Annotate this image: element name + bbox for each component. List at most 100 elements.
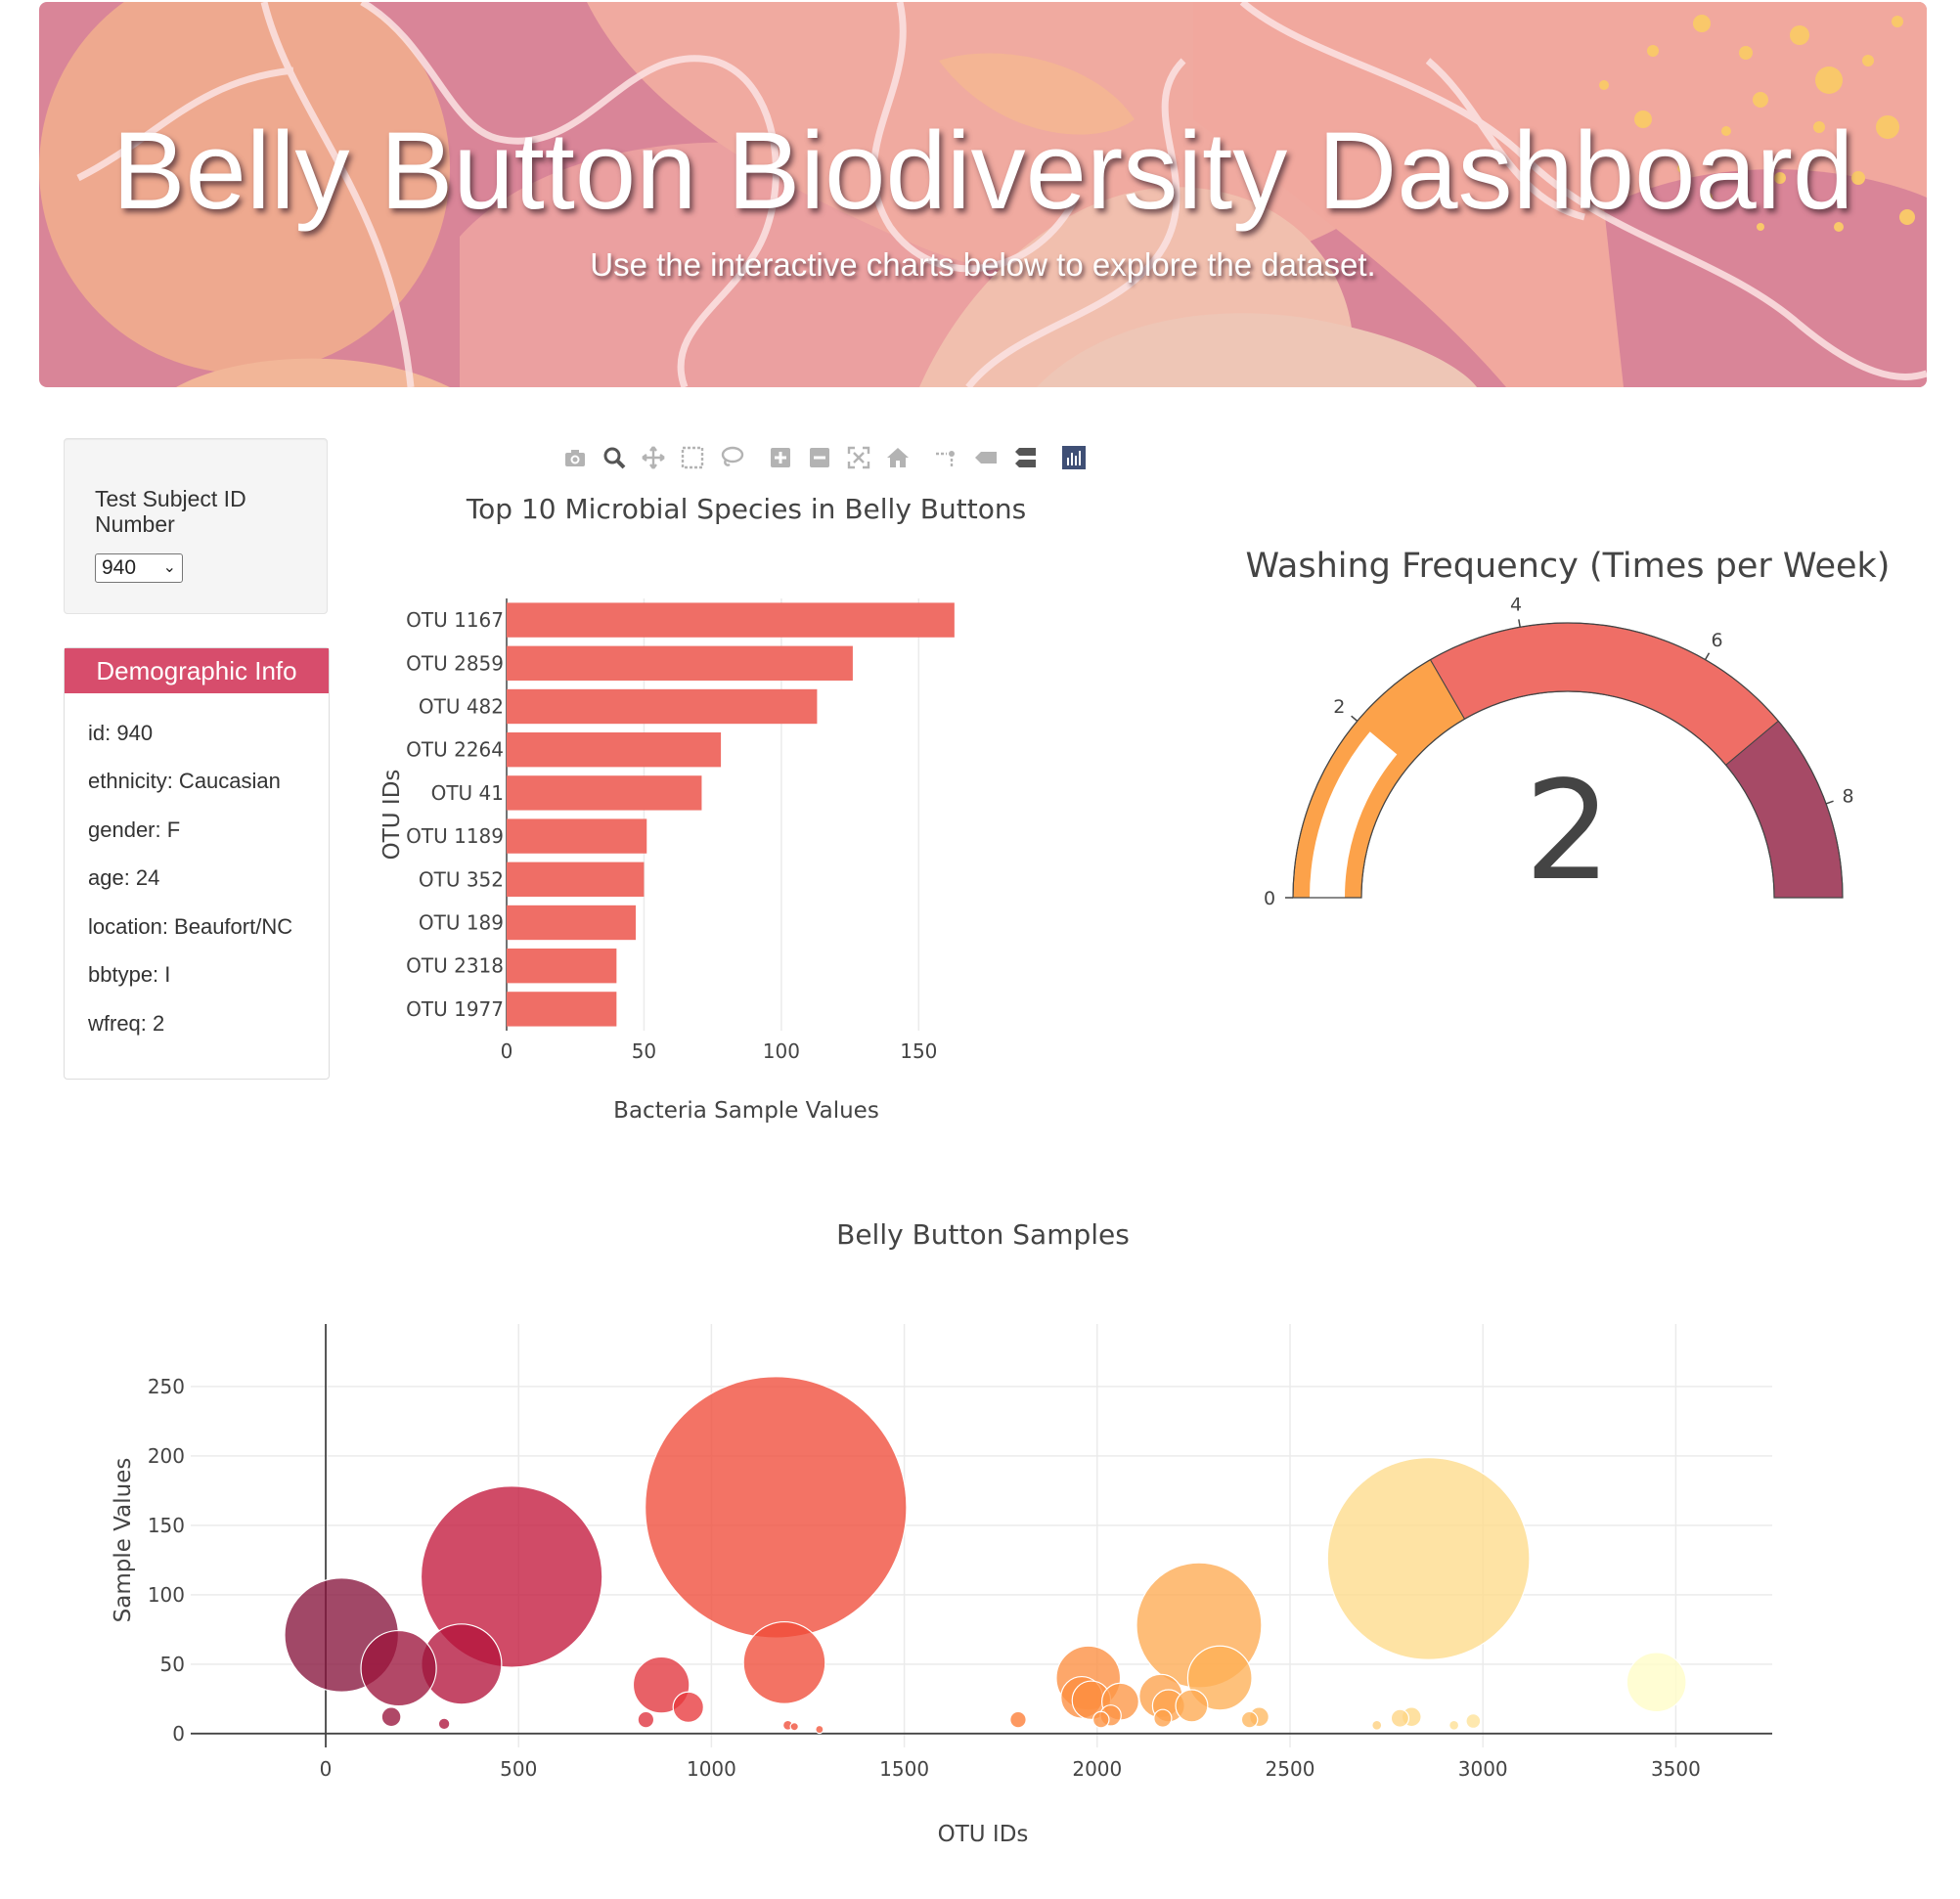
bar-x-tick-label: 0	[501, 1039, 513, 1063]
bar	[507, 775, 702, 811]
bubble-point	[1186, 1645, 1253, 1711]
spike-lines-icon[interactable]	[931, 442, 962, 473]
gauge-step	[1429, 622, 1779, 767]
bubble-point	[1390, 1708, 1410, 1728]
bubble-point	[1465, 1713, 1482, 1730]
lasso-select-icon[interactable]	[716, 442, 747, 473]
demographic-panel: Demographic Info id: 940 ethnicity: Cauc…	[64, 647, 330, 1080]
demographic-row: wfreq: 2	[88, 1011, 165, 1036]
gauge-tick	[1518, 619, 1521, 628]
bubble-x-tick-label: 2500	[1266, 1757, 1315, 1781]
bar-x-tick-label: 150	[900, 1039, 937, 1063]
bubble-point	[420, 1485, 603, 1668]
bubble-x-tick-label: 1000	[687, 1757, 736, 1781]
bubble-point	[815, 1724, 824, 1735]
bubble-point	[437, 1717, 451, 1731]
demographic-row: location: Beaufort/NC	[88, 914, 293, 939]
page-subtitle: Use the interactive charts below to expl…	[590, 246, 1376, 283]
subject-selector-panel: Test Subject ID Number 940 ⌄	[64, 438, 328, 614]
subject-id-value: 940	[102, 556, 137, 579]
bubble-y-tick-label: 250	[148, 1375, 185, 1398]
bar-x-tick-label: 100	[763, 1039, 800, 1063]
bubble-point	[1091, 1710, 1110, 1729]
chevron-down-icon: ⌄	[162, 559, 176, 576]
gauge-value-number: 2	[1524, 752, 1611, 911]
bubble-point	[1153, 1708, 1173, 1728]
bubble-y-axis-label: Sample Values	[111, 1458, 136, 1623]
hover-closest-icon[interactable]	[970, 442, 1002, 473]
bar-y-tick-label: OTU 189	[419, 911, 504, 935]
bar	[507, 861, 645, 897]
bar-y-tick-label: OTU 1167	[406, 608, 504, 632]
bubble-x-tick-label: 500	[500, 1757, 537, 1781]
top10-bar-chart: 0 50 100 150 OTU 1167 OTU 2859 OTU 482 OTU 2264…	[379, 493, 1026, 1124]
bar-y-axis-label: OTU IDs	[379, 770, 405, 861]
subject-id-select[interactable]: 940 ⌄	[95, 553, 183, 583]
page-title: Belly Button Biodiversity Dashboard	[111, 110, 1854, 232]
bar	[507, 688, 818, 725]
gauge-tick-label: 8	[1843, 786, 1854, 808]
bubble-point	[742, 1620, 826, 1704]
demographic-panel-title: Demographic Info	[65, 648, 329, 693]
gauge-tick-label: 4	[1510, 595, 1522, 616]
bubble-x-tick-label: 0	[320, 1757, 333, 1781]
reset-axes-icon[interactable]	[882, 442, 913, 473]
bar	[507, 602, 955, 638]
bar	[507, 818, 647, 854]
subject-id-label: Test Subject ID Number	[95, 486, 246, 537]
gauge-tick-label: 0	[1264, 888, 1275, 909]
bar-y-tick-label: OTU 2264	[406, 738, 504, 762]
bubble-chart-title: Belly Button Samples	[836, 1218, 1130, 1251]
bubble-point	[380, 1706, 402, 1728]
bar-y-tick-label: OTU 1189	[406, 824, 504, 848]
box-select-icon[interactable]	[677, 442, 708, 473]
pan-icon[interactable]	[638, 442, 669, 473]
camera-icon[interactable]	[559, 442, 591, 473]
demographic-row: id: 940	[88, 721, 154, 745]
bubble-x-tick-label: 2000	[1072, 1757, 1122, 1781]
bar-y-tick-label: OTU 2859	[406, 651, 504, 675]
wash-frequency-gauge: 0 2 4 6 8 2 Washing Frequency (Times per Week)	[1246, 547, 1891, 911]
gauge-title: Washing Frequency (Times per Week)	[1246, 547, 1891, 586]
bubble-y-tick-label: 100	[148, 1583, 185, 1607]
bubble-point	[1371, 1719, 1383, 1731]
bar-chart-title: Top 10 Microbial Species in Belly Button…	[466, 493, 1026, 525]
belly-button-bubble-chart: 0 500 1000 1500 2000 2500 3000 3500 0 50 100 150 200…	[111, 1218, 1772, 1847]
bubble-x-tick-label: 3500	[1651, 1757, 1701, 1781]
bubble-y-tick-label: 50	[160, 1653, 185, 1676]
bubble-point	[1626, 1652, 1687, 1713]
bubble-x-tick-label: 3000	[1458, 1757, 1508, 1781]
bar-y-tick-label: OTU 352	[419, 867, 504, 891]
zoom-in-icon[interactable]	[765, 442, 796, 473]
bar-y-tick-label: OTU 41	[431, 781, 504, 805]
bubble-point	[672, 1691, 704, 1724]
bubble-point	[360, 1629, 437, 1707]
header-banner: Belly Button Biodiversity Dashboard Use …	[39, 2, 1927, 387]
zoom-out-icon[interactable]	[804, 442, 835, 473]
gauge-tick	[1825, 800, 1834, 805]
bubble-point	[1326, 1457, 1531, 1660]
bar	[507, 992, 617, 1027]
bar-y-tick-label: OTU 2318	[406, 954, 504, 978]
bar	[507, 645, 853, 681]
autoscale-icon[interactable]	[843, 442, 874, 473]
bar	[507, 732, 722, 768]
bar-x-axis-label: Bacteria Sample Values	[613, 1098, 879, 1124]
bubble-x-axis-label: OTU IDs	[938, 1822, 1029, 1847]
bubble-point	[645, 1376, 908, 1639]
bubble-point	[637, 1710, 655, 1729]
bar-y-tick-label: OTU 1977	[406, 997, 504, 1021]
plotly-logo-icon[interactable]	[1058, 442, 1090, 473]
bubble-y-tick-label: 150	[148, 1514, 185, 1537]
gauge-tick-label: 6	[1711, 630, 1722, 651]
demographic-row: bbtype: I	[88, 962, 171, 987]
bar-y-tick-label: OTU 482	[419, 695, 504, 719]
demographic-row: gender: F	[88, 817, 181, 842]
hover-compare-icon[interactable]	[1009, 442, 1041, 473]
bar-x-tick-label: 50	[632, 1039, 656, 1063]
zoom-icon[interactable]	[599, 442, 630, 473]
bubble-point	[1175, 1689, 1209, 1723]
bubble-point	[1448, 1719, 1460, 1731]
bubble-point	[1240, 1710, 1259, 1729]
